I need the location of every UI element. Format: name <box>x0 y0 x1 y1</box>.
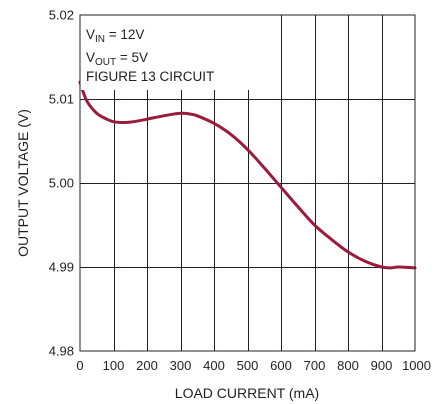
x-tick-label: 600 <box>270 358 292 373</box>
y-tick-label: 4.98 <box>49 344 74 359</box>
y-tick-label: 5.00 <box>49 176 74 191</box>
annotation-vout-sub: OUT <box>95 57 116 68</box>
y-tick-label: 4.99 <box>49 260 74 275</box>
x-tick-label: 400 <box>203 358 225 373</box>
x-tick-label: 100 <box>103 358 125 373</box>
y-tick-label: 5.02 <box>49 8 74 23</box>
x-tick-label: 700 <box>304 358 326 373</box>
annotation-circuit: FIGURE 13 CIRCUIT <box>86 69 214 84</box>
annotation-vin-main: V <box>86 27 95 42</box>
x-tick-label: 200 <box>136 358 158 373</box>
annotation-vout: VOUT = 5V <box>86 50 148 68</box>
annotation-vout-main: V <box>86 50 95 65</box>
x-axis-label: LOAD CURRENT (mA) <box>175 385 319 401</box>
y-axis-label: OUTPUT VOLTAGE (V) <box>15 109 31 257</box>
x-tick-label: 1000 <box>402 358 431 373</box>
annotation-vin: VIN = 12V <box>86 27 144 45</box>
x-tick-label: 300 <box>170 358 192 373</box>
y-axis-ticks: 4.98 4.99 5.00 5.01 5.02 <box>49 8 74 359</box>
x-tick-label: 900 <box>371 358 393 373</box>
x-tick-label: 0 <box>76 358 83 373</box>
y-tick-label: 5.01 <box>49 92 74 107</box>
annotation-vout-rest: = 5V <box>116 50 148 65</box>
annotation-vin-sub: IN <box>95 34 105 45</box>
plot-frame <box>79 14 416 352</box>
x-tick-label: 800 <box>337 358 359 373</box>
series-line-output-voltage <box>78 80 417 270</box>
plot-area <box>78 80 417 270</box>
annotation-vin-rest: = 12V <box>105 27 144 42</box>
x-tick-label: 500 <box>237 358 259 373</box>
annotation-box <box>80 15 260 90</box>
x-axis-ticks: 0 100 200 300 400 500 600 700 800 900 1000 <box>76 358 431 373</box>
